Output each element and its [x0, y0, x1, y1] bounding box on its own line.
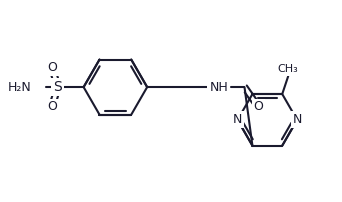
Text: O: O: [253, 100, 263, 114]
Text: H₂N: H₂N: [8, 81, 32, 94]
Text: O: O: [47, 100, 57, 114]
Text: NH: NH: [209, 81, 228, 94]
Text: O: O: [47, 61, 57, 74]
Text: N: N: [233, 113, 242, 126]
Text: N: N: [292, 113, 302, 126]
Text: S: S: [53, 80, 62, 94]
Text: CH₃: CH₃: [278, 64, 299, 74]
